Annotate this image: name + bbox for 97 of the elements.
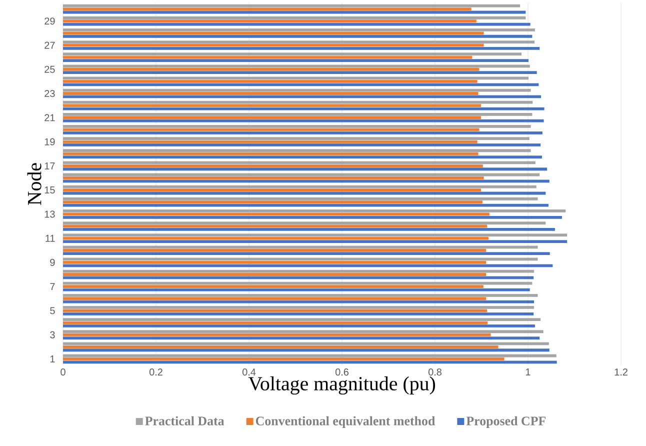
bar [63, 28, 535, 32]
bar [63, 297, 486, 300]
x-tick-label: 0.2 [149, 368, 162, 376]
bar [63, 188, 482, 192]
y-tick-label: 1 [50, 356, 55, 362]
y-tick-label: 3 [50, 331, 55, 338]
bar [63, 161, 536, 164]
bar [63, 294, 538, 297]
bar [63, 32, 484, 35]
bar [63, 285, 484, 288]
bar [63, 8, 472, 10]
bar [63, 176, 484, 180]
bar [63, 234, 568, 237]
y-tick-label: 7 [50, 283, 55, 290]
bar [63, 34, 532, 38]
bar [63, 318, 541, 321]
x-tick-label: 1 [526, 368, 530, 376]
y-tick-label: 19 [44, 138, 55, 146]
y-tick-label: 9 [50, 258, 55, 266]
bar [63, 210, 566, 212]
bar [63, 64, 530, 68]
bar [63, 348, 550, 352]
bar [63, 216, 562, 219]
legend-label: Proposed CPF [466, 416, 546, 428]
legend-label: Conventional equivalent method [256, 416, 436, 428]
bar [63, 228, 555, 231]
bar [63, 358, 504, 360]
bar [63, 68, 480, 71]
bar [63, 342, 549, 346]
bar [63, 252, 550, 256]
bar [63, 92, 478, 95]
bar [63, 59, 528, 62]
legend-label: Practical Data [145, 416, 224, 426]
bar [63, 180, 550, 183]
y-tick-label: 29 [44, 18, 55, 25]
bar [63, 264, 553, 268]
bar [63, 116, 482, 120]
y-tick-label: 5 [50, 307, 55, 314]
bar [63, 80, 478, 83]
x-tick-label: 0.6 [335, 368, 348, 376]
bar [63, 40, 535, 44]
bar [63, 204, 548, 207]
bar [63, 131, 542, 134]
x-tick-label: 1.2 [614, 368, 628, 376]
bar [63, 47, 540, 50]
bar [63, 240, 568, 243]
x-axis-title: Voltage magnitude (pu) [248, 376, 436, 395]
y-tick-label: 23 [44, 90, 55, 98]
bar [63, 20, 476, 23]
y-tick-label: 13 [44, 210, 55, 218]
bar [63, 330, 544, 334]
x-tick-label: 0.8 [428, 368, 442, 376]
y-tick-label: 25 [44, 66, 55, 73]
bar [63, 168, 548, 171]
bar [63, 222, 546, 224]
bar [63, 104, 482, 108]
y-tick-label: 11 [46, 234, 55, 242]
bar [63, 100, 533, 104]
y-axis-title: Node [27, 163, 42, 205]
bar [63, 273, 486, 276]
y-tick-label: 15 [44, 186, 55, 194]
bar [63, 152, 478, 156]
y-tick-label: 27 [44, 42, 55, 49]
bar [63, 312, 534, 316]
bar [63, 306, 534, 309]
bar [63, 22, 530, 26]
bar [63, 336, 540, 340]
x-tick-label: 0.4 [242, 368, 256, 376]
bar [63, 212, 490, 216]
bar [63, 248, 486, 252]
bar [63, 333, 491, 336]
bar [63, 300, 534, 304]
bar [63, 197, 538, 200]
y-tick-label: 17 [44, 162, 55, 170]
x-tick-label: 0 [60, 368, 66, 376]
bar [63, 185, 536, 188]
bar [63, 246, 538, 249]
bar [63, 137, 530, 140]
bar [63, 71, 537, 74]
bar [63, 156, 542, 158]
bar [63, 164, 483, 168]
bar [63, 83, 539, 86]
bar [63, 144, 541, 146]
bar [63, 119, 544, 122]
bar [63, 125, 531, 128]
bar [63, 200, 482, 204]
bar [63, 52, 522, 56]
bar [63, 260, 486, 264]
bar [63, 324, 535, 328]
bar [63, 345, 498, 348]
y-tick-label: 21 [44, 114, 55, 122]
bar [63, 282, 532, 285]
bar [63, 4, 520, 8]
bar [63, 149, 531, 152]
bar [63, 360, 557, 364]
bar [63, 112, 532, 116]
bar [63, 16, 526, 20]
